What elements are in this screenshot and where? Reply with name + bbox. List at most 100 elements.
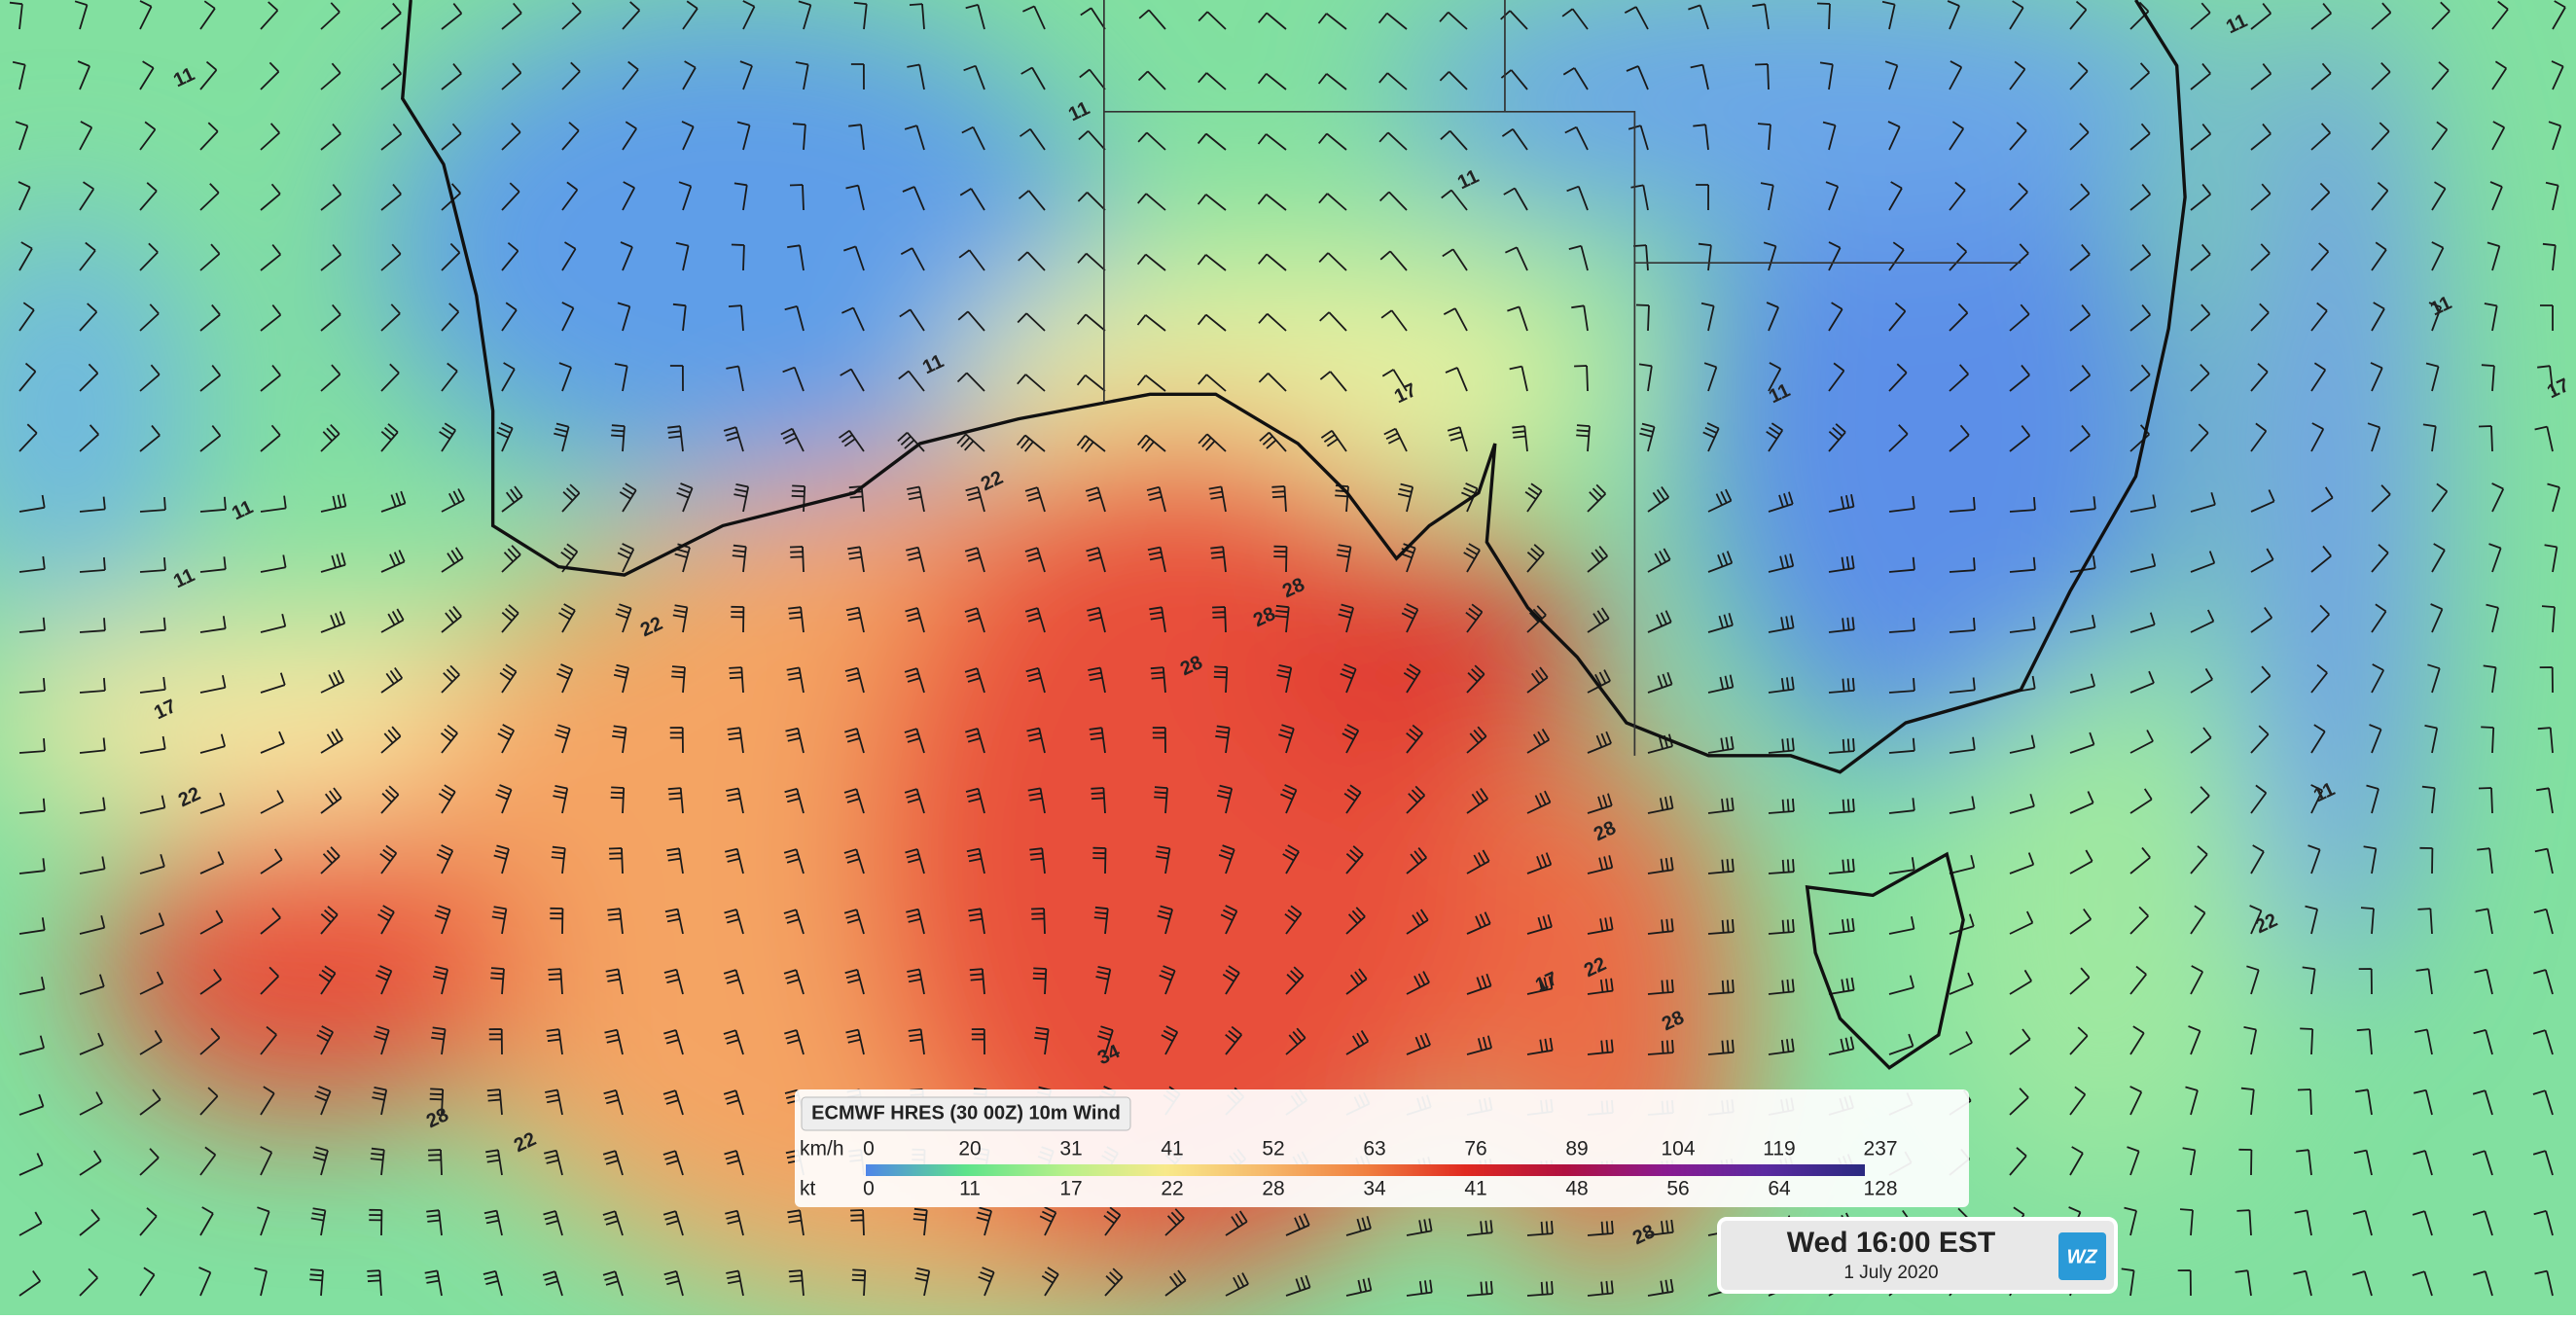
wind-barb (675, 241, 690, 271)
wind-barb (2129, 364, 2151, 392)
wind-barb (501, 485, 523, 513)
wind-barb (372, 1087, 388, 1116)
wind-barb (2421, 785, 2436, 814)
wind-barb (2129, 846, 2151, 874)
wind-barb (1197, 132, 1227, 151)
wind-barb (2190, 423, 2209, 452)
wind-barb (380, 63, 403, 90)
wind-barb (2491, 121, 2506, 151)
time-label: Wed 16:00 EST (1787, 1227, 1996, 1259)
wind-barb (18, 302, 35, 332)
wind-barb (320, 364, 341, 392)
wind-barb (2310, 242, 2330, 271)
wind-barb (847, 546, 865, 573)
wind-barb (139, 1207, 158, 1236)
wind-barb (2069, 731, 2095, 754)
wind-barb (545, 1088, 563, 1116)
wind-barb (723, 969, 744, 995)
wind-barb (2129, 123, 2151, 151)
wind-barb (667, 787, 684, 814)
wind-barb (1888, 798, 1915, 814)
wind-barb (1197, 313, 1227, 332)
wind-barb (1016, 434, 1046, 452)
wind-barb (18, 181, 31, 211)
wind-barb (1576, 424, 1591, 452)
wind-barb (1442, 248, 1468, 271)
wind-barb (9, 1, 23, 30)
wind-barb (314, 1086, 332, 1116)
wind-barb (260, 1146, 273, 1176)
wind-barb (312, 1146, 329, 1176)
wind-barb (662, 1150, 684, 1176)
wind-barb (617, 543, 635, 573)
wind-barb (139, 424, 161, 452)
wind-barb (1258, 12, 1287, 30)
wind-barb (18, 678, 46, 694)
wind-barb (1752, 3, 1770, 30)
wind-barb (260, 554, 287, 573)
wind-barb (260, 790, 284, 814)
wind-barb (199, 243, 221, 271)
kmh-tick-label: 20 (958, 1138, 981, 1160)
wind-barb (199, 60, 218, 90)
time-box: Wed 16:00 EST 1 July 2020 WZ (1717, 1217, 2118, 1294)
wind-barb (2190, 363, 2210, 392)
wind-barb (555, 724, 571, 754)
wind-barb (1403, 663, 1421, 694)
wind-barb (902, 186, 925, 211)
wind-barb (2308, 844, 2321, 874)
wind-barb (850, 1209, 865, 1236)
wind-barb (956, 372, 985, 392)
wind-barb (1154, 786, 1168, 814)
wind-barb (441, 183, 461, 211)
wind-barb (2431, 1, 2451, 30)
wind-barb (260, 495, 287, 513)
wind-area (377, 0, 1101, 493)
wind-barb (2250, 243, 2271, 271)
wind-barb (139, 121, 157, 151)
wind-barb (12, 60, 26, 90)
wind-barb (2069, 243, 2091, 271)
wind-barb (2534, 847, 2554, 874)
wind-barb (1766, 302, 1779, 332)
wind-barb (199, 968, 223, 995)
wind-barb (2009, 616, 2036, 633)
wind-barb (2250, 63, 2272, 90)
wind-barb (441, 303, 460, 332)
wind-barb (912, 1207, 928, 1236)
wind-barb (2542, 242, 2557, 271)
wind-barb (380, 608, 405, 633)
wind-barb (1647, 1040, 1674, 1055)
wind-barb (1888, 857, 1915, 874)
wind-barb (602, 1150, 624, 1176)
wind-barb (260, 424, 281, 452)
kt-tick-label: 28 (1262, 1178, 1284, 1200)
wind-barb (1466, 1220, 1493, 1236)
wind-barb (2129, 788, 2153, 814)
kt-tick-label: 48 (1565, 1178, 1588, 1200)
wind-barb (2179, 1208, 2194, 1236)
wind-barb (542, 1270, 563, 1297)
wind-barb (1466, 787, 1489, 814)
wind-barb (2474, 968, 2493, 995)
wind-barb (1828, 799, 1855, 814)
kt-tick-label: 11 (959, 1178, 981, 1200)
wind-barb (786, 666, 805, 694)
wind-barb (1271, 485, 1287, 513)
wind-barb (441, 63, 462, 90)
wind-barb (1213, 665, 1229, 694)
wind-barb (2250, 725, 2270, 754)
wind-barb (1526, 1037, 1554, 1055)
wind-barb (1019, 127, 1046, 151)
wind-barb (199, 616, 227, 633)
wind-barb (441, 488, 465, 513)
wind-barb (1276, 664, 1293, 694)
wind-barb (1152, 727, 1166, 754)
wind-barb (2310, 486, 2334, 513)
wind-barb (1630, 184, 1649, 211)
wind-barb (2129, 1086, 2143, 1116)
wind-barb (483, 1209, 503, 1236)
wind-barb (199, 910, 224, 935)
wind-barb (1526, 1281, 1554, 1297)
wind-barb (2124, 1206, 2137, 1236)
